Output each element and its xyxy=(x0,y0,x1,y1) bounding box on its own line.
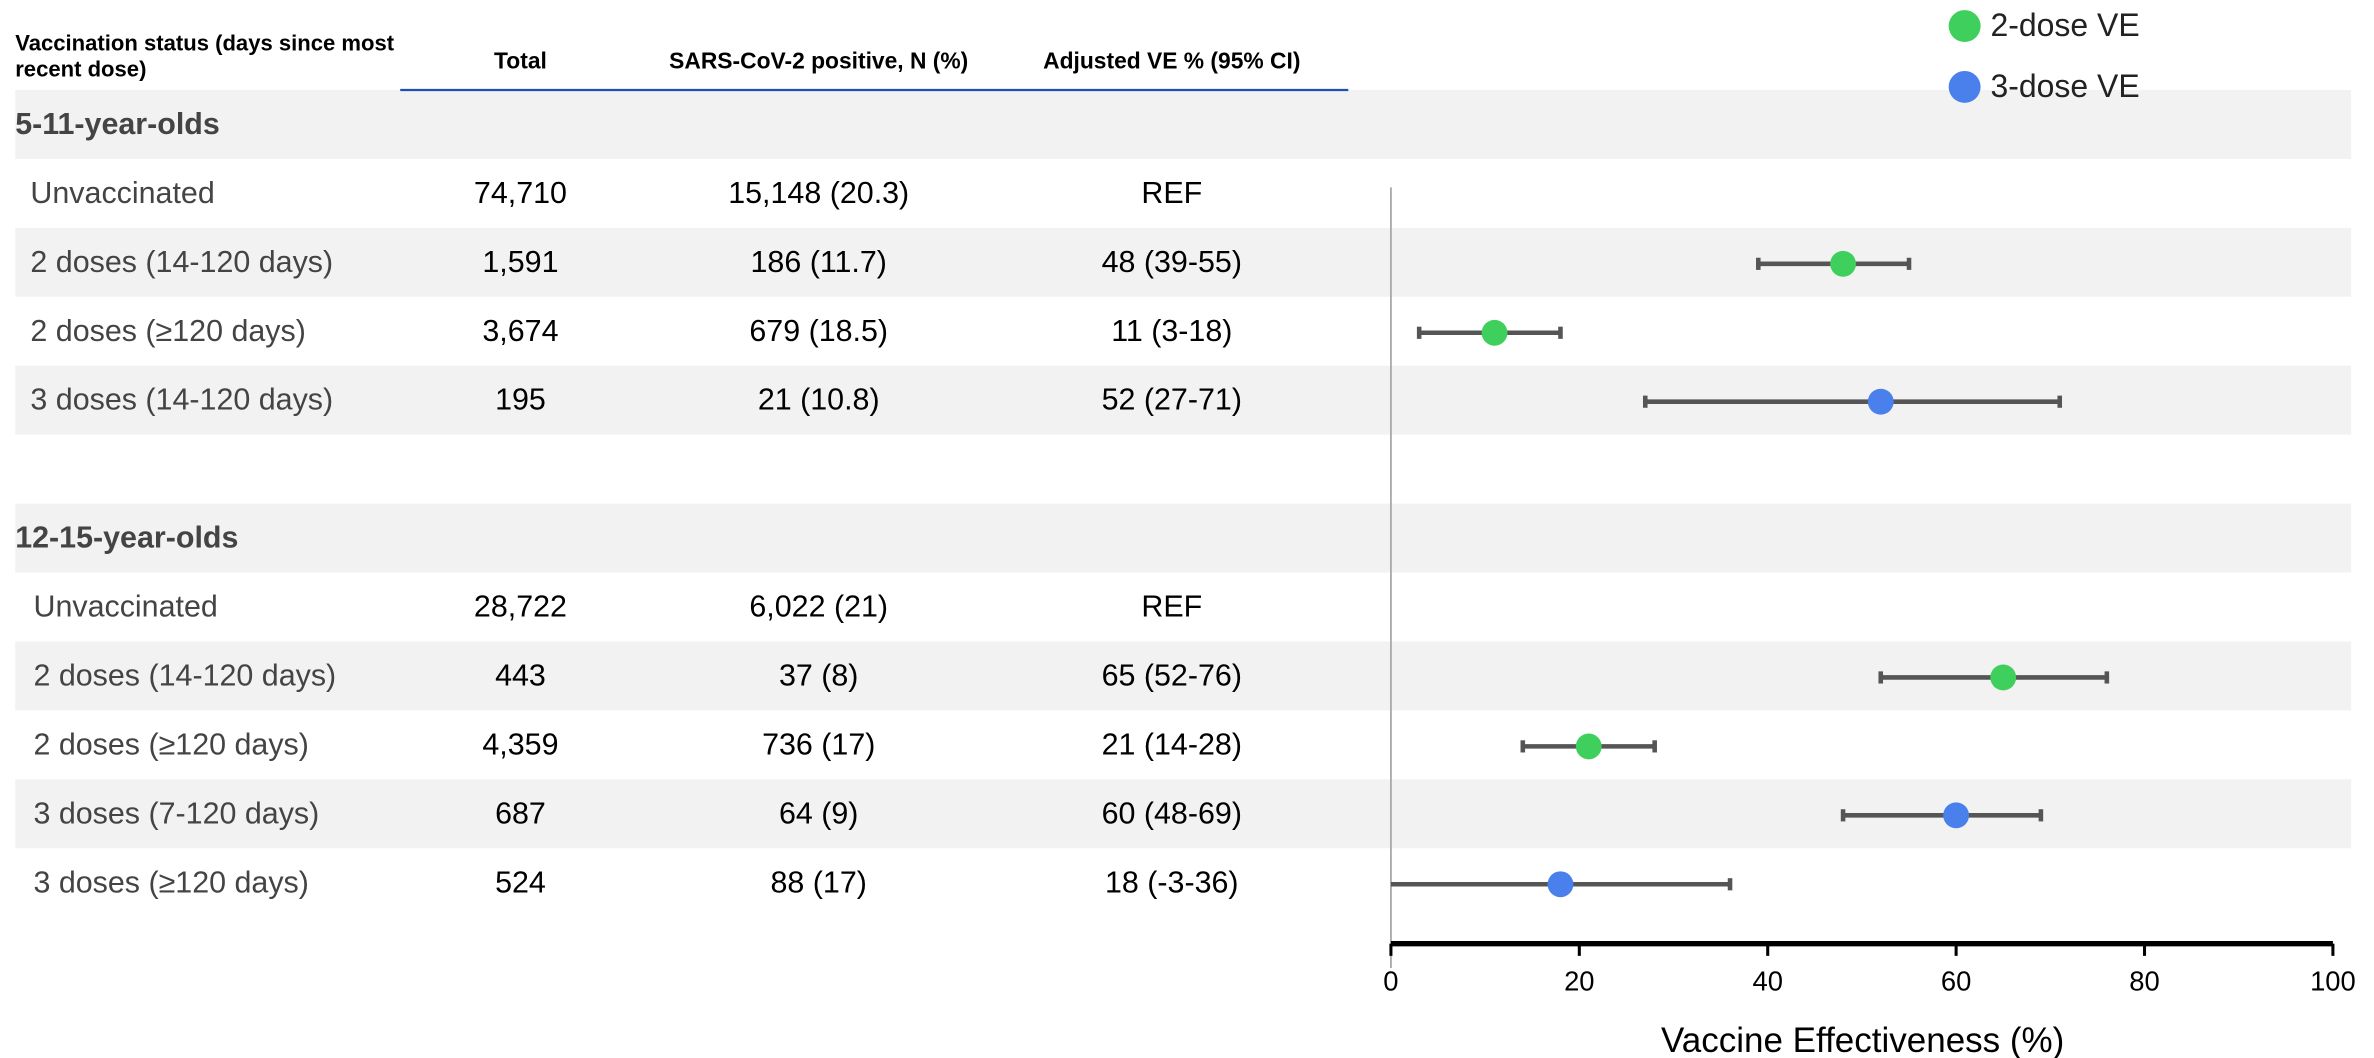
ve-point xyxy=(1575,733,1602,760)
ve-point xyxy=(1547,871,1574,898)
group-label: 5-11-year-olds xyxy=(15,107,220,141)
x-tick-label: 60 xyxy=(1941,965,1971,996)
cell: 74,710 xyxy=(474,176,567,210)
row-band xyxy=(15,227,2352,297)
header-text: Total xyxy=(494,48,547,74)
x-tick-label: 0 xyxy=(1383,965,1398,996)
ve-point xyxy=(1481,319,1508,346)
cell: REF xyxy=(1141,176,1202,210)
cell: 21 (10.8) xyxy=(758,383,880,417)
cell: 3,674 xyxy=(482,314,558,348)
header-cell: Vaccination status (days since most rece… xyxy=(15,32,395,83)
cell: 6,022 (21) xyxy=(749,590,888,624)
ve-point xyxy=(1990,664,2017,691)
legend-label: 2-dose VE xyxy=(1991,7,2140,43)
ve-point xyxy=(1867,388,1894,415)
cell: 28,722 xyxy=(474,590,567,624)
cell: 186 (11.7) xyxy=(751,245,887,279)
row-label: Unvaccinated xyxy=(33,590,217,624)
x-tick-label: 100 xyxy=(2310,965,2356,996)
cell: 443 xyxy=(495,658,546,692)
cell: 88 (17) xyxy=(771,865,867,899)
cell: 687 xyxy=(495,796,546,830)
cell: 524 xyxy=(495,865,546,899)
cell: 18 (-3-36) xyxy=(1105,865,1239,899)
cell: 679 (18.5) xyxy=(749,314,888,348)
row-label: 2 doses (14-120 days) xyxy=(30,245,333,279)
row-label: 3 doses (≥120 days) xyxy=(33,865,308,899)
row-label: 2 doses (≥120 days) xyxy=(30,314,305,348)
cell: 37 (8) xyxy=(779,658,858,692)
group-label: 12-15-year-olds xyxy=(15,521,238,555)
cell: 21 (14-28) xyxy=(1102,727,1242,761)
cell: 195 xyxy=(495,383,546,417)
cell: 4,359 xyxy=(482,727,558,761)
x-tick-label: 40 xyxy=(1752,965,1782,996)
cell: 11 (3-18) xyxy=(1111,314,1232,348)
x-axis-label: Vaccine Effectiveness (%) xyxy=(1661,1021,2064,1058)
cell: 15,148 (20.3) xyxy=(728,176,909,210)
row-label: 3 doses (7-120 days) xyxy=(33,796,319,830)
ve-point xyxy=(1943,802,1970,829)
row-label: 2 doses (≥120 days) xyxy=(33,727,308,761)
legend-marker xyxy=(1948,10,1981,43)
cell: 65 (52-76) xyxy=(1102,658,1242,692)
row-band xyxy=(15,503,2352,573)
row-label: Unvaccinated xyxy=(30,176,214,210)
legend-marker xyxy=(1948,70,1981,103)
cell: 52 (27-71) xyxy=(1102,383,1242,417)
cell: 1,591 xyxy=(482,245,558,279)
cell: 64 (9) xyxy=(779,796,858,830)
ve-point xyxy=(1830,250,1857,277)
header-text: SARS-CoV-2 positive, N (%) xyxy=(669,48,968,74)
row-label: 3 doses (14-120 days) xyxy=(30,383,333,417)
cell: 736 (17) xyxy=(762,727,875,761)
cell: REF xyxy=(1141,590,1202,624)
x-tick-label: 20 xyxy=(1564,965,1594,996)
cell: 48 (39-55) xyxy=(1102,245,1242,279)
legend-label: 3-dose VE xyxy=(1991,68,2140,104)
row-label: 2 doses (14-120 days) xyxy=(33,658,336,692)
header-text: Vaccination status (days since most rece… xyxy=(15,32,395,83)
header-text: Adjusted VE % (95% CI) xyxy=(1043,48,1300,74)
x-tick-label: 80 xyxy=(2129,965,2159,996)
cell: 60 (48-69) xyxy=(1102,796,1242,830)
